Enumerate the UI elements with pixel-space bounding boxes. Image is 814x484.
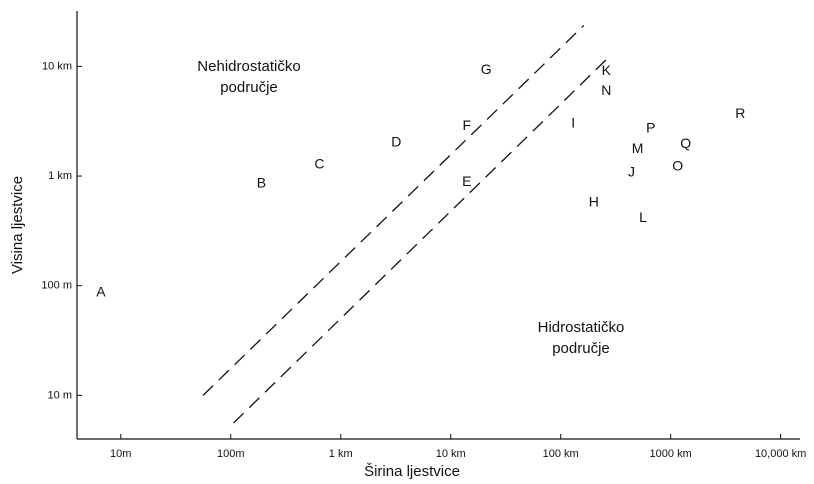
- x-axis-label: Širina ljestvice: [364, 463, 460, 480]
- point-label: C: [314, 156, 324, 172]
- point-label: J: [628, 164, 635, 180]
- point-label: Q: [680, 135, 691, 151]
- point-label: B: [257, 174, 266, 190]
- x-tick-label: 1000 km: [650, 448, 692, 460]
- point-label: K: [602, 62, 612, 78]
- region-annotation: područje: [552, 340, 610, 357]
- x-tick-label: 100 km: [543, 448, 579, 460]
- y-tick-label: 1 km: [48, 170, 72, 182]
- region-annotation: područje: [220, 79, 278, 96]
- point-label: I: [571, 114, 575, 130]
- x-tick-label: 100m: [217, 448, 245, 460]
- y-tick-label: 10 km: [42, 60, 72, 72]
- y-tick-label: 10 m: [48, 389, 72, 401]
- x-tick-label: 10m: [110, 448, 131, 460]
- y-tick-label: 100 m: [41, 280, 72, 292]
- point-label: E: [462, 173, 471, 189]
- point-label: D: [391, 134, 401, 150]
- point-label: N: [601, 82, 611, 98]
- region-annotation: Hidrostatičko: [538, 319, 625, 336]
- point-label: G: [481, 61, 492, 77]
- point-label: M: [632, 140, 644, 156]
- dashed-boundary: [202, 25, 585, 396]
- point-label: P: [646, 119, 655, 135]
- dashed-boundary: [233, 56, 610, 424]
- point-label: R: [735, 105, 745, 121]
- point-label: O: [672, 158, 683, 174]
- x-tick-label: 10,000 km: [755, 448, 806, 460]
- region-annotation: Nehidrostatičko: [197, 58, 300, 75]
- point-label: A: [96, 284, 106, 300]
- y-axis-label: Visina ljestvice: [9, 176, 26, 274]
- point-label: L: [639, 209, 647, 225]
- x-tick-label: 1 km: [329, 448, 353, 460]
- point-label: H: [589, 194, 599, 210]
- x-tick-label: 10 km: [436, 448, 466, 460]
- point-label: F: [462, 117, 471, 133]
